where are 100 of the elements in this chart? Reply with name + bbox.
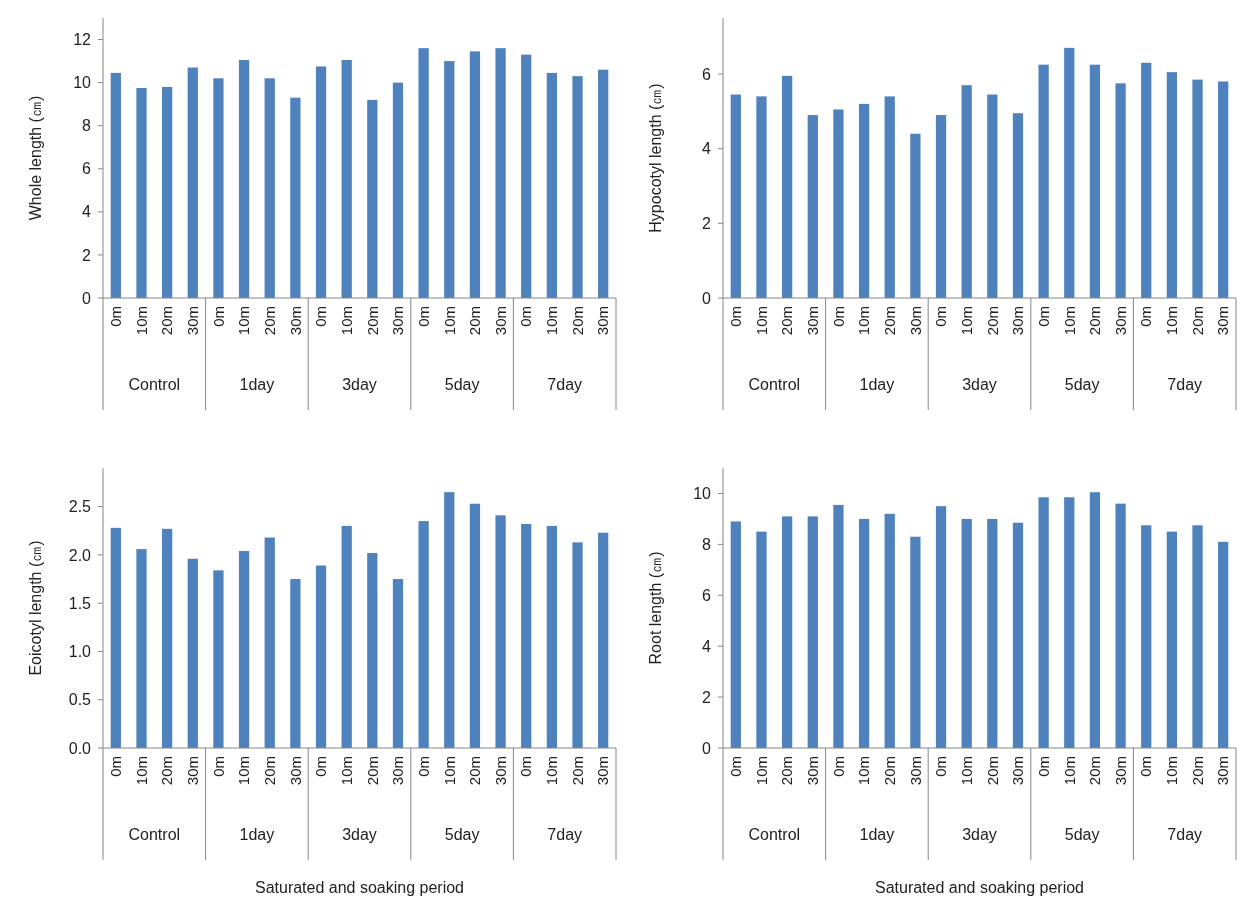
text: 5day [1064,376,1100,393]
x-tick-label: 30m [804,306,822,336]
x-tick-label: 20m [568,306,586,336]
y-tick-label: 2 [702,688,712,706]
bar [341,525,352,748]
bar [264,78,275,298]
x-tick-label: 0m [829,306,847,327]
y-tick-label: 10 [73,74,92,92]
text: 1day [239,376,275,393]
x-tick-label: 10m [235,306,253,336]
x-tick-label: 20m [158,756,176,786]
bar [290,97,301,298]
bar [469,503,481,748]
bar [1012,113,1024,298]
bar [1064,47,1075,298]
x-tick-label: 10m [337,306,355,336]
x-tick-label: 30m [1111,756,1129,786]
x-axis-title: Saturated and soaking period [254,879,465,896]
x-tick-label: 10m [752,756,770,786]
bar [290,579,301,748]
x-tick-label: 20m [778,756,796,786]
x-tick-label: 30m [286,306,304,336]
bar [884,513,895,748]
bar [110,72,121,298]
text: 1day [239,826,275,843]
x-axis-title: Saturated and soaking period [874,879,1085,896]
y-tick-label: 0 [702,739,712,757]
x-tick-label: 0m [312,756,330,777]
x-tick-label: 10m [1163,756,1181,786]
x-tick-label: 20m [983,756,1001,786]
x-tick-label: 30m [1111,306,1129,336]
x-tick-label: 0m [1137,756,1155,777]
bar [987,518,998,748]
bar [238,551,250,748]
x-tick-label: 0m [414,756,432,777]
y-tick-label: 0.0 [68,739,92,757]
y-tick-label: 10 [693,485,712,503]
x-tick-label: 10m [543,306,561,336]
bar [884,96,895,298]
y-axis-title: Whole length (㎝) [27,95,44,221]
x-tick-label: 30m [184,306,202,336]
y-axis-title: Eoicotyl length (㎝) [27,540,44,676]
text: Control [128,826,181,843]
x-tick-label: 30m [594,756,612,786]
x-tick-label: 0m [517,756,535,777]
x-tick-label: 10m [957,306,975,336]
bar [858,103,870,298]
bar [756,531,767,748]
x-tick-label: 30m [1214,306,1232,336]
y-tick-label: 2.0 [68,546,92,564]
bar [546,525,558,748]
x-tick-label: 20m [1086,306,1104,336]
bar [807,115,818,298]
bar [521,524,532,748]
x-tick-label: 10m [1060,306,1078,336]
bar [1038,497,1049,748]
bar [961,518,972,748]
text: Control [748,826,801,843]
x-tick-label: 10m [132,756,150,786]
x-tick-label: 0m [107,306,125,327]
bar [833,504,844,748]
x-tick-label: 30m [286,756,304,786]
text: Control [748,376,801,393]
x-tick-label: 20m [363,306,381,336]
bar [264,537,275,748]
text: 5day [1064,826,1100,843]
text: 3day [962,826,997,843]
x-tick-label: 10m [855,306,873,336]
text: 1day [859,826,895,843]
x-tick-label: 20m [260,306,278,336]
bar [1141,525,1152,748]
bar [213,570,224,748]
x-tick-label: 0m [107,756,125,777]
x-tick-label: 20m [568,756,586,786]
text: 7day [1167,376,1203,393]
bar [1141,62,1152,298]
x-tick-label: 10m [1163,306,1181,336]
bar [1115,83,1126,298]
bar [187,558,198,748]
y-tick-label: 0 [702,289,712,307]
bar [444,492,455,748]
bar [782,516,793,748]
x-tick-label: 20m [1188,756,1206,786]
bar [987,94,998,298]
x-tick-label: 0m [1137,306,1155,327]
x-tick-label: 0m [932,306,950,327]
text: 3day [962,376,997,393]
x-tick-label: 10m [543,756,561,786]
x-tick-label: 10m [752,306,770,336]
bar [495,48,506,298]
bar [495,515,506,748]
bar [162,528,173,748]
x-tick-label: 30m [804,756,822,786]
bar [807,516,818,748]
bar [1038,64,1049,298]
x-tick-label: 30m [491,756,509,786]
bar [935,115,947,298]
bar [521,54,532,298]
bar [1192,525,1203,748]
x-tick-label: 10m [440,756,458,786]
